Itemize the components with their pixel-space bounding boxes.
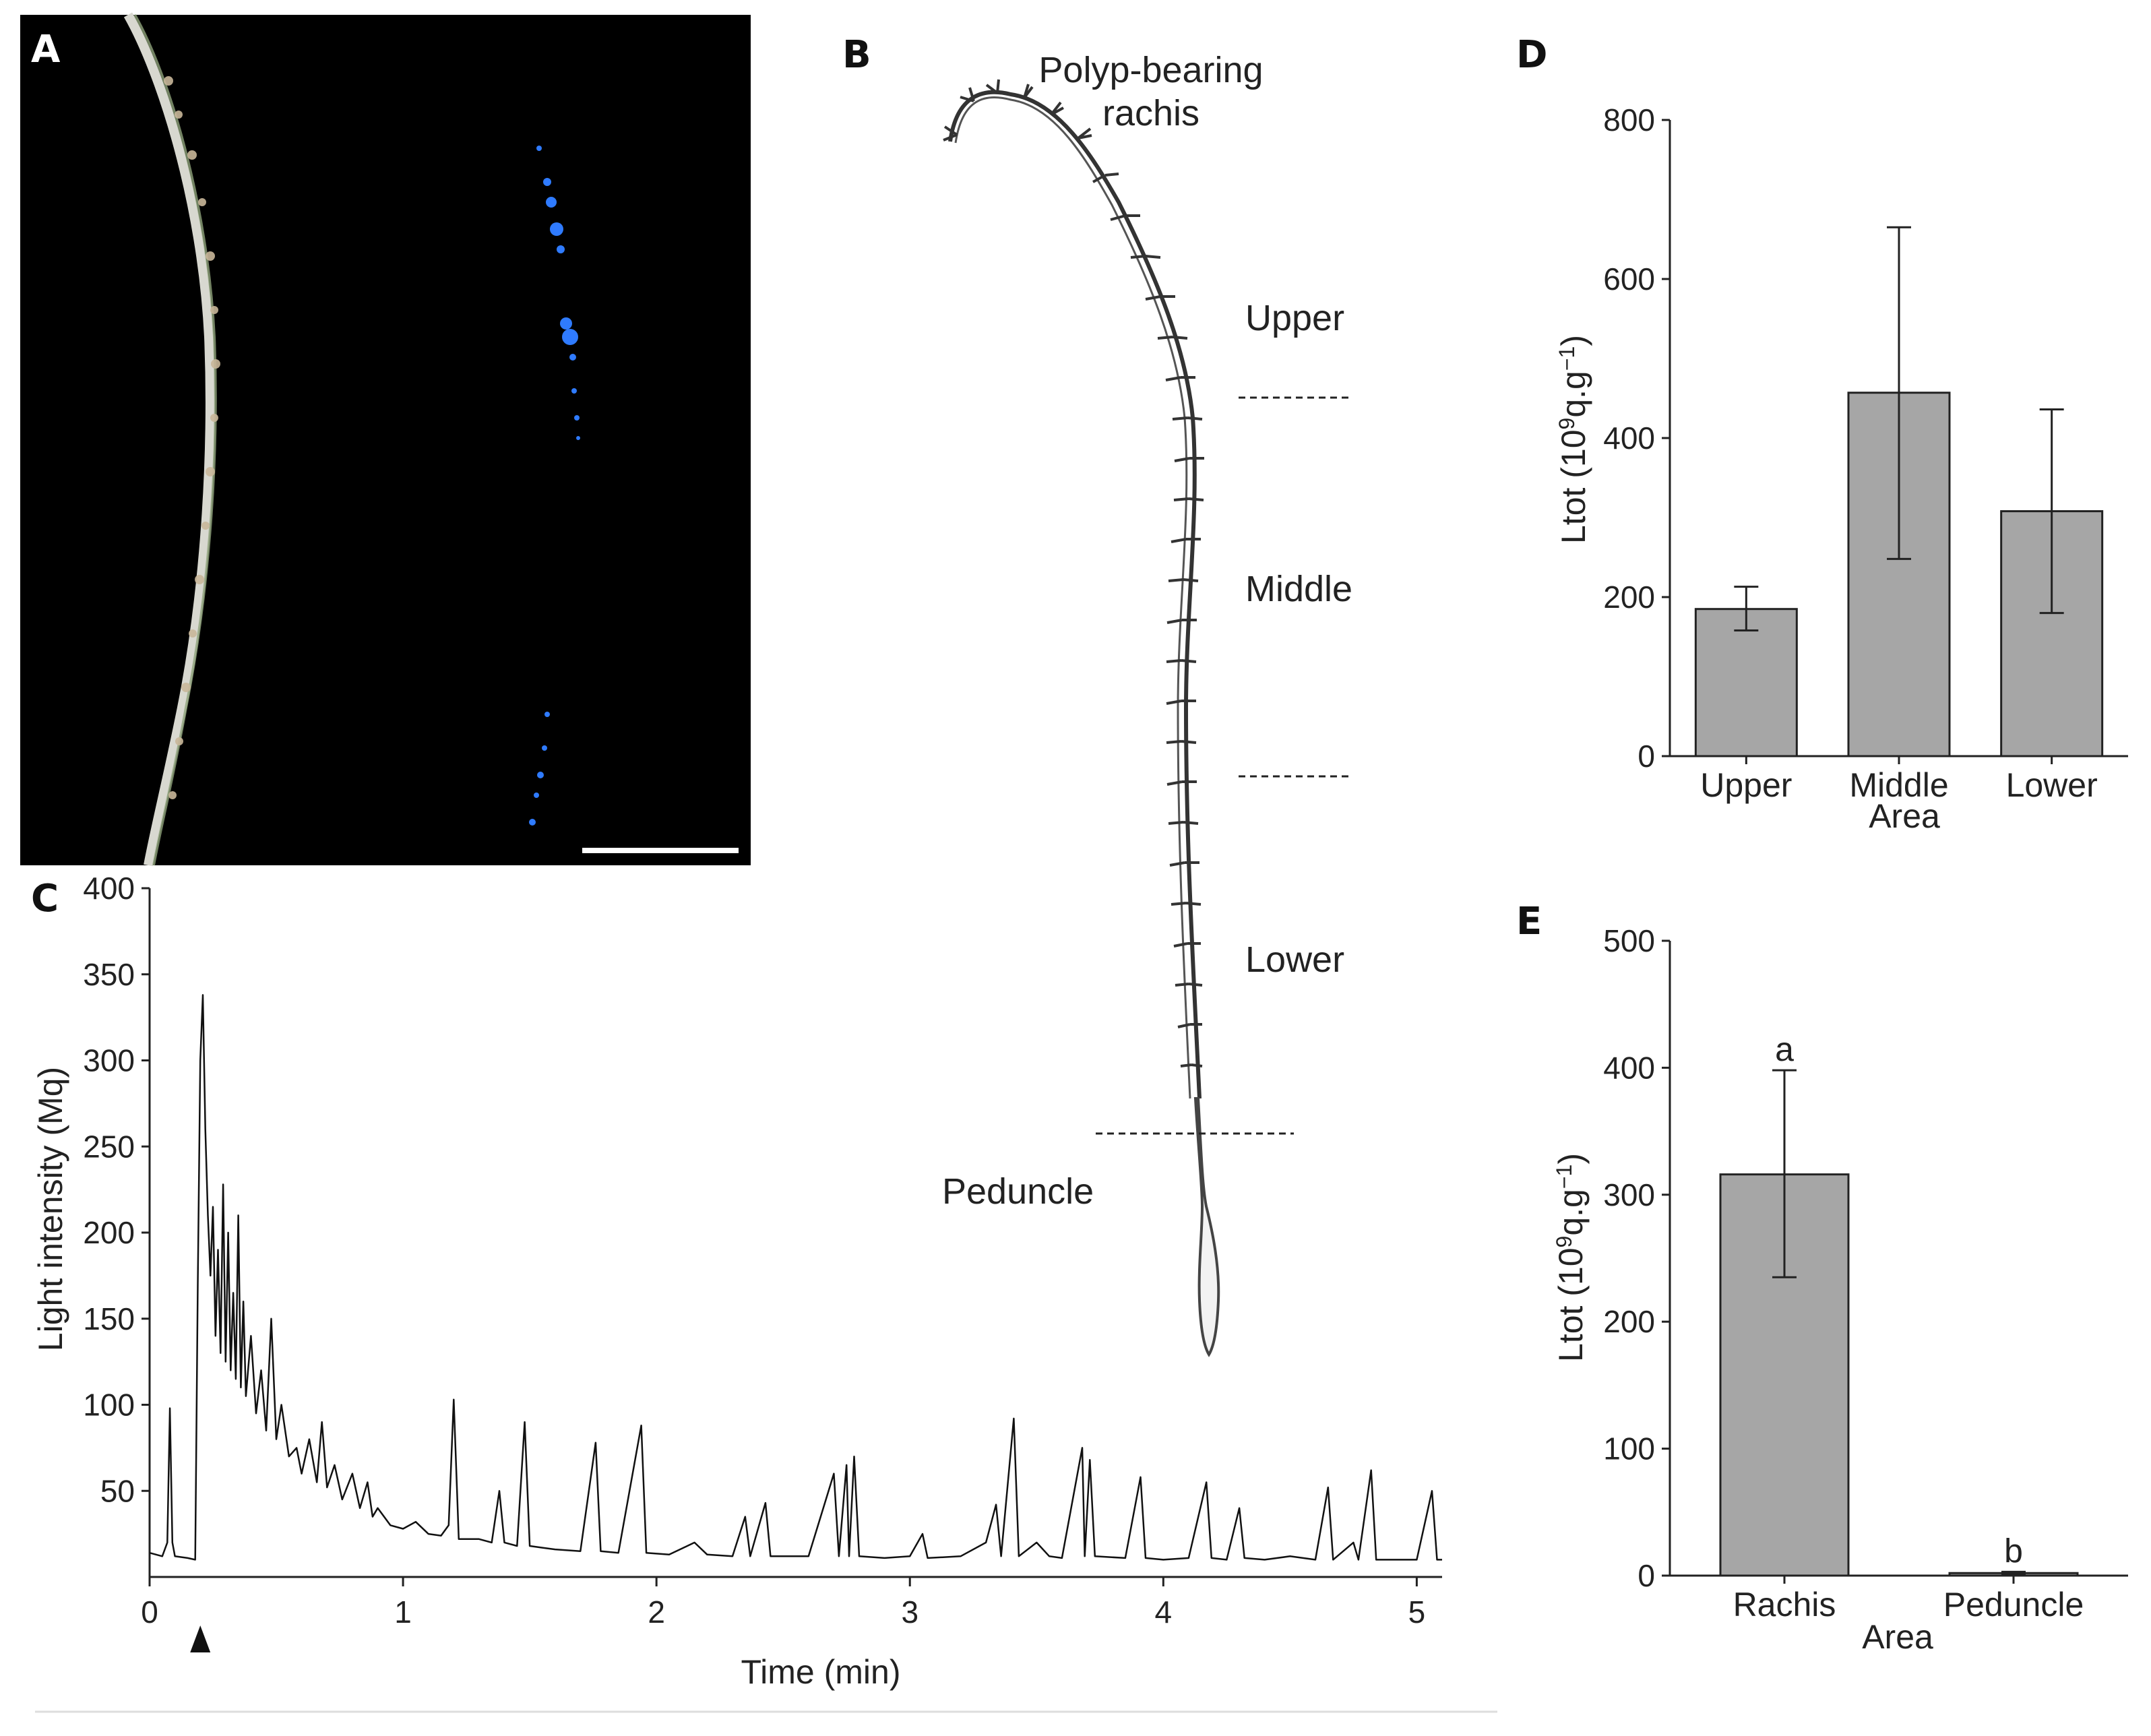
bar-chart-e-significance-letter: a [1775,1030,1794,1068]
panel-a: A [20,12,751,867]
bar-chart-d-y-tick-label: 400 [1603,421,1655,456]
bar-chart-e-category-label: Peduncle [1943,1586,2084,1623]
trace-x-tick-label: 2 [648,1594,665,1630]
trace-y-tick-label: 250 [83,1129,135,1164]
sea-pen-specimen [123,12,215,867]
panel-a-photo [20,15,751,865]
panel-c: C 0 1 2 3 4 5 50 100 150 200 250 300 350 400 Time (mi… [31,871,1442,1691]
bar-chart-e-significance-letter: b [2004,1532,2023,1570]
trace-y-tick-label: 150 [83,1301,135,1336]
rachis-stem [948,90,1202,1099]
trace-y-tick-label: 100 [83,1388,135,1423]
label-lower: Lower [1245,939,1344,980]
trace-y-tick-label: 200 [83,1215,135,1250]
label-middle: Middle [1245,569,1352,609]
bar-chart-e-y-axis-label: Ltot (109q.g−1) [1552,1153,1590,1362]
bar-chart-e-y-tick-label: 0 [1638,1558,1655,1593]
polyp-leaves [943,79,1204,1067]
panel-label-d: D [1516,33,1547,77]
trace-plot: 0 1 2 3 4 5 50 100 150 200 250 300 350 400 [83,871,1442,1652]
bar-chart-d-x-axis-label: Area [1869,797,1940,835]
polyp-cluster [164,76,220,799]
bar-chart-d-y-tick-label: 200 [1603,580,1655,615]
trace-series-line [149,994,1442,1561]
bar-chart-e-y-tick-label: 300 [1603,1177,1655,1212]
trace-x-tick-label: 0 [141,1594,158,1630]
trace-x-axis-label: Time (min) [741,1653,900,1691]
bioluminescence-glow [529,146,580,826]
bar-chart-e-x-axis-label: Area [1862,1618,1933,1656]
panel-label-e: E [1516,900,1542,943]
panel-label-c: C [31,877,59,921]
panel-label-a: A [31,28,61,71]
label-peduncle: Peduncle [942,1171,1094,1212]
stimulus-marker [190,1625,211,1652]
bar-chart-d-y-tick-label: 600 [1603,261,1655,297]
trace-x-tick-label: 4 [1155,1594,1173,1630]
bar-chart-e-y-tick-label: 100 [1603,1431,1655,1466]
peduncle-shape [1193,1097,1220,1357]
bar-chart-d-category-label: Lower [2006,766,2098,804]
bar-chart-d: 0 200 400 600 800 Upper Middle Lower [1603,102,2128,804]
rachis-stem-inner [954,96,1191,1099]
label-rachis: rachis [1102,93,1199,133]
trace-y-tick-label: 300 [83,1043,135,1078]
trace-x-tick-label: 1 [394,1594,412,1630]
bar-chart-d-y-tick-label: 0 [1638,739,1655,774]
trace-x-tick-label: 5 [1408,1594,1426,1630]
trace-y-axis-label: Light intensity (Mq) [32,1067,69,1351]
trace-y-tick-label: 50 [100,1473,135,1508]
trace-y-tick-label: 350 [83,957,135,992]
panel-d: D 0 200 400 600 800 Upper Middle Lower Area Lto… [1516,33,2128,835]
bar-chart-d-category-label: Middle [1849,766,1948,804]
bar-chart-d-y-tick-label: 800 [1603,102,1655,137]
bar-chart-e-category-label: Rachis [1733,1586,1836,1623]
label-polyp-bearing: Polyp-bearing [1038,50,1263,90]
bar-chart-d-bar [1694,608,1798,757]
label-upper: Upper [1245,298,1344,338]
panel-b: B Polyp-bearing rachis Upper Middle Lowe… [842,33,1352,1357]
bar-chart-d-category-label: Upper [1700,766,1792,804]
bar-chart-e-y-tick-label: 200 [1603,1304,1655,1339]
panel-label-b: B [842,33,871,77]
bar-chart-e: 0 100 200 300 400 500 Rachis a Peduncle b [1603,923,2128,1623]
sea-pen-specimen-edge [133,14,217,866]
trace-y-tick-label: 400 [83,871,135,906]
bar-chart-e-y-tick-label: 500 [1603,923,1655,958]
bar-chart-d-y-axis-label: Ltot (109q.g−1) [1555,335,1592,544]
bar-chart-e-y-tick-label: 400 [1603,1050,1655,1085]
scale-bar [582,848,739,853]
trace-x-tick-label: 3 [901,1594,918,1630]
